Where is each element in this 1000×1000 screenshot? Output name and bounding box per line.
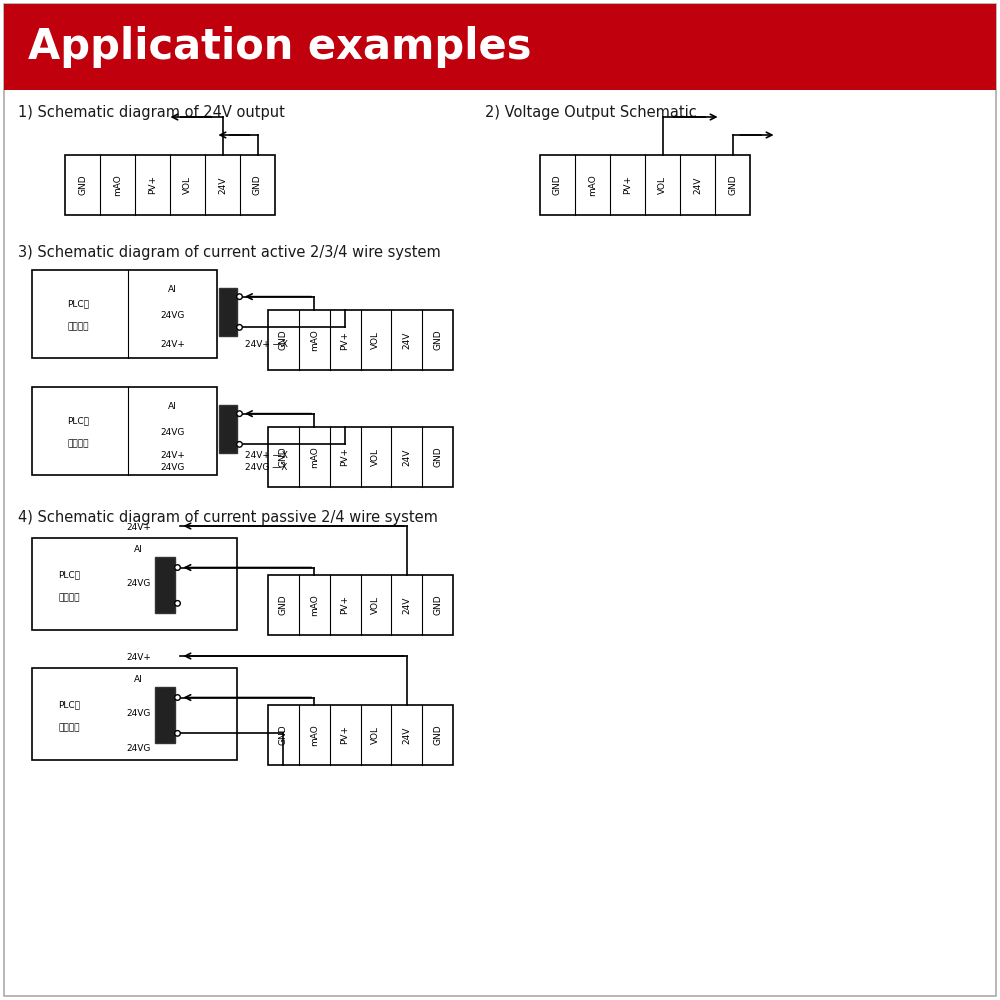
- Text: PLC等: PLC等: [67, 416, 89, 425]
- Text: PV+: PV+: [341, 595, 350, 614]
- Circle shape: [237, 442, 242, 447]
- Bar: [268, 575, 453, 635]
- Text: 控制系统: 控制系统: [58, 593, 80, 602]
- Text: 24V+: 24V+: [126, 654, 151, 662]
- Text: mAO: mAO: [310, 329, 319, 351]
- Text: 24V: 24V: [402, 448, 411, 466]
- Bar: [268, 705, 453, 765]
- Bar: [32, 270, 217, 358]
- Text: AI: AI: [134, 545, 143, 554]
- Text: 24VG: 24VG: [126, 744, 151, 753]
- Text: VOL: VOL: [371, 448, 380, 466]
- Text: 24VG: 24VG: [126, 710, 151, 718]
- Text: GND: GND: [279, 447, 288, 467]
- Bar: [4, 4, 996, 90]
- Text: PLC等: PLC等: [58, 700, 80, 709]
- Text: 24V+: 24V+: [126, 524, 151, 532]
- Text: 24V+: 24V+: [160, 451, 185, 460]
- Bar: [32, 387, 217, 475]
- Text: PV+: PV+: [623, 176, 632, 194]
- Text: 24VG: 24VG: [126, 580, 151, 588]
- Text: 24VG —X: 24VG —X: [245, 463, 287, 472]
- Text: 24V: 24V: [218, 176, 227, 194]
- Text: PV+: PV+: [341, 448, 350, 466]
- Text: GND: GND: [433, 330, 442, 350]
- Text: 24V+: 24V+: [160, 340, 185, 349]
- Text: VOL: VOL: [658, 176, 667, 194]
- Text: GND: GND: [279, 595, 288, 615]
- Bar: [219, 405, 237, 453]
- Text: GND: GND: [553, 175, 562, 195]
- Bar: [32, 668, 237, 760]
- Text: 2) Voltage Output Schematic: 2) Voltage Output Schematic: [485, 105, 697, 120]
- Text: GND: GND: [433, 447, 442, 467]
- Text: VOL: VOL: [371, 726, 380, 744]
- Text: mAO: mAO: [310, 594, 319, 616]
- Circle shape: [175, 565, 180, 570]
- Bar: [268, 310, 453, 370]
- Text: mAO: mAO: [310, 724, 319, 746]
- Circle shape: [237, 411, 242, 416]
- Circle shape: [175, 695, 180, 700]
- Text: PV+: PV+: [341, 726, 350, 744]
- Text: 24VG: 24VG: [160, 463, 185, 472]
- Text: 24V+ —X: 24V+ —X: [245, 340, 288, 349]
- Text: 控制系统: 控制系统: [58, 723, 80, 732]
- Bar: [219, 288, 237, 336]
- Text: GND: GND: [433, 725, 442, 745]
- Text: 3) Schematic diagram of current active 2/3/4 wire system: 3) Schematic diagram of current active 2…: [18, 245, 441, 260]
- Text: 控制系统: 控制系统: [68, 323, 89, 332]
- Text: VOL: VOL: [183, 176, 192, 194]
- Text: PV+: PV+: [341, 330, 350, 350]
- Text: GND: GND: [253, 175, 262, 195]
- Circle shape: [175, 601, 180, 606]
- Text: 4) Schematic diagram of current passive 2/4 wire system: 4) Schematic diagram of current passive …: [18, 510, 438, 525]
- Text: GND: GND: [78, 175, 87, 195]
- Bar: [155, 557, 175, 613]
- Text: PLC等: PLC等: [67, 299, 89, 308]
- Text: PV+: PV+: [148, 176, 157, 194]
- Bar: [268, 427, 453, 487]
- Text: GND: GND: [279, 330, 288, 350]
- Circle shape: [237, 325, 242, 330]
- Text: 24V: 24V: [402, 331, 411, 349]
- Text: AI: AI: [134, 675, 143, 684]
- Bar: [65, 155, 275, 215]
- Text: 24V+ —X: 24V+ —X: [245, 451, 288, 460]
- Text: 24V: 24V: [693, 176, 702, 194]
- Text: 24V: 24V: [402, 596, 411, 614]
- Text: mAO: mAO: [310, 446, 319, 468]
- Text: VOL: VOL: [371, 596, 380, 614]
- Bar: [540, 155, 750, 215]
- Text: PLC等: PLC等: [58, 570, 80, 579]
- Text: AI: AI: [168, 402, 177, 411]
- Circle shape: [237, 294, 242, 299]
- Text: VOL: VOL: [371, 331, 380, 349]
- Text: 1) Schematic diagram of 24V output: 1) Schematic diagram of 24V output: [18, 105, 285, 120]
- Bar: [155, 687, 175, 743]
- Text: AI: AI: [168, 285, 177, 294]
- Text: GND: GND: [728, 175, 737, 195]
- Circle shape: [175, 731, 180, 736]
- Text: 24V: 24V: [402, 726, 411, 744]
- Text: 24VG: 24VG: [160, 428, 185, 437]
- Text: mAO: mAO: [588, 174, 597, 196]
- Bar: [32, 538, 237, 630]
- Text: GND: GND: [279, 725, 288, 745]
- Text: 24VG: 24VG: [160, 311, 185, 320]
- Text: 控制系统: 控制系统: [68, 440, 89, 449]
- Text: Application examples: Application examples: [28, 26, 532, 68]
- Text: GND: GND: [433, 595, 442, 615]
- Text: mAO: mAO: [113, 174, 122, 196]
